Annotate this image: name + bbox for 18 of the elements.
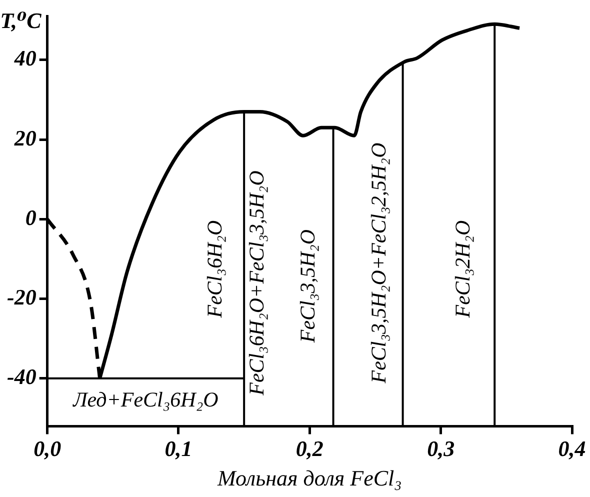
annotation: Лед+FeCl₃6H₂O	[73, 388, 218, 413]
y-tick-label: 20	[13, 125, 36, 150]
annotation: FeCl₃3,5H₂O	[296, 229, 321, 342]
annotation: FeCl₃2H₂O	[450, 220, 476, 318]
y-tick-label: -20	[7, 284, 36, 310]
annotation: FeCl₃6H₂O	[202, 220, 228, 318]
x-tick-label: 0,1	[164, 436, 192, 462]
annotation: FeCl₃3,5H₂O+FeCl₃2,5H₂O	[366, 142, 392, 384]
x-tick-label: 0,4	[558, 436, 586, 462]
x-axis-title: Мольная доля FeCl₃	[216, 466, 402, 491]
y-axis-title: T,⁰C	[0, 8, 42, 34]
x-tick-label: 0,2	[296, 436, 324, 462]
x-tick-label: 0,3	[427, 436, 455, 462]
x-tick-label: 0,0	[34, 436, 62, 462]
y-tick-label: 0	[25, 204, 36, 230]
y-tick-label: 40	[13, 46, 36, 71]
annotation: FeCl₃6H₂O+FeCl₃3,5H₂O	[244, 170, 270, 396]
y-tick-label: -40	[7, 364, 36, 390]
